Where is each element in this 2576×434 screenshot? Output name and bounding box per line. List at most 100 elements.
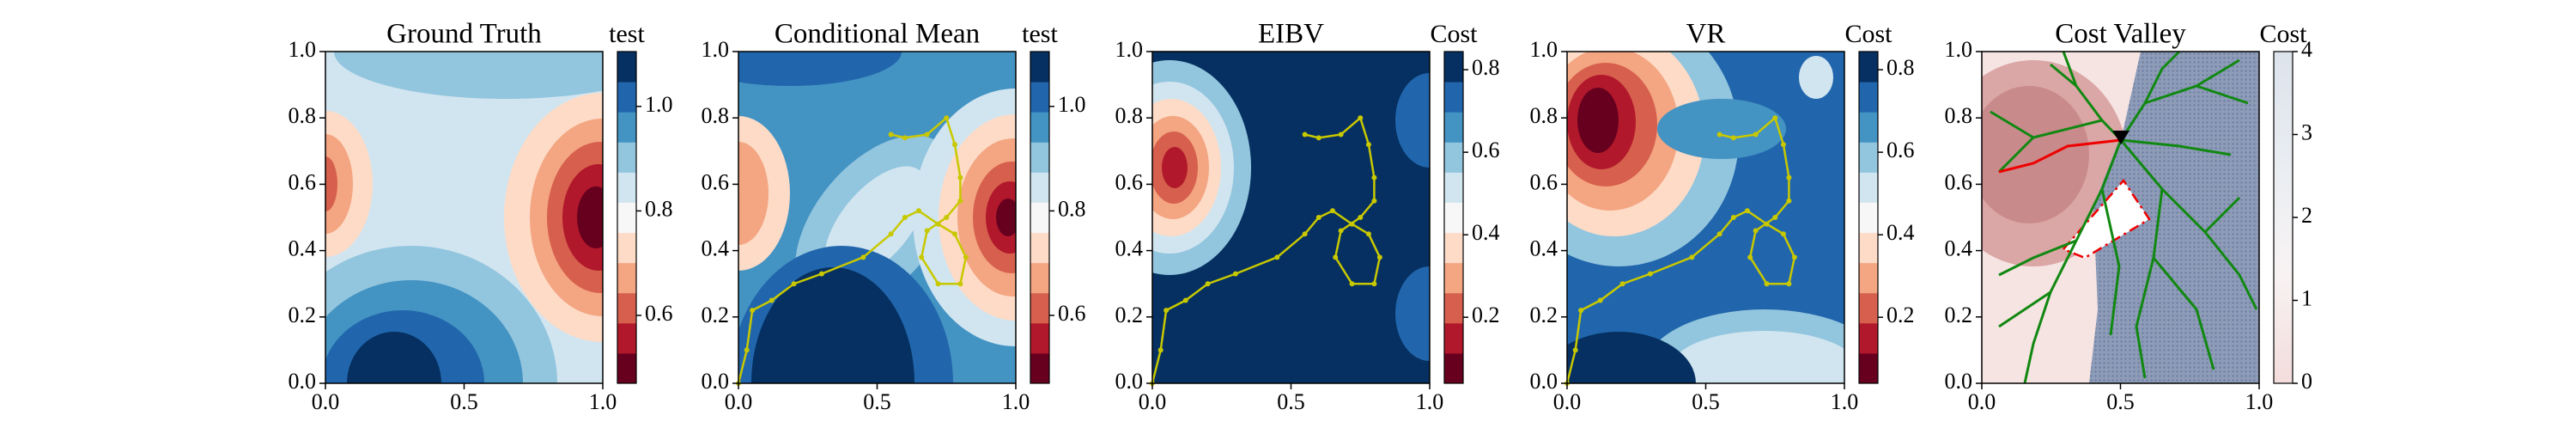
trajectory-point <box>1182 297 1188 303</box>
colorbar-band <box>1030 52 1049 83</box>
colorbar-band <box>617 142 636 173</box>
trajectory-point <box>1619 281 1625 287</box>
y-tick-label: 0.6 <box>1530 169 1558 194</box>
colorbar-band <box>1859 82 1878 113</box>
y-tick-label: 0.0 <box>702 369 730 394</box>
colorbar-frame <box>617 51 637 384</box>
colorbar-band <box>1444 112 1463 143</box>
colorbar-band <box>1444 202 1463 234</box>
trajectory-point <box>1716 231 1722 237</box>
colorbar-band <box>1444 232 1463 264</box>
colorbar-label: Cost <box>2259 20 2307 48</box>
y-tick-label: 0.8 <box>702 103 730 128</box>
y-tick-label: 1.0 <box>1945 37 1973 62</box>
trajectory-point <box>919 254 925 260</box>
colorbar-band <box>1030 322 1049 354</box>
trajectory-point <box>944 215 950 220</box>
colorbar-band <box>1030 262 1049 294</box>
x-tick-label: 1.0 <box>589 389 617 414</box>
y-tick-label: 0.4 <box>1945 236 1973 261</box>
colorbar-band <box>1030 172 1049 203</box>
y-tick-label: 0.6 <box>1945 169 1973 194</box>
y-tick-label: 0.6 <box>1115 169 1144 194</box>
trajectory-point <box>1302 231 1308 237</box>
colorbar-tick-label: 0.6 <box>1472 138 1500 162</box>
panel-title: Conditional Mean <box>775 19 980 50</box>
trajectory-point <box>1315 135 1321 141</box>
colorbar-band <box>1444 292 1463 324</box>
colorbar-band <box>1030 232 1049 264</box>
y-tick-label: 0.2 <box>1115 303 1144 327</box>
colorbar-band <box>1859 292 1878 324</box>
panel-title: Ground Truth <box>386 19 542 50</box>
colorbar-band <box>617 172 636 203</box>
trajectory-point <box>1329 208 1335 214</box>
field <box>1982 52 2259 383</box>
trajectory-point <box>935 281 941 287</box>
colorbar-band <box>617 292 636 324</box>
trajectory-point <box>791 281 797 287</box>
y-tick-label: 0.2 <box>1945 303 1973 327</box>
trajectory-point <box>1376 254 1382 260</box>
trajectory-point <box>1744 208 1750 214</box>
colorbar-tick-label: 0.4 <box>1472 220 1500 245</box>
trajectory-point <box>769 297 775 303</box>
colorbar-tick-label: 1.0 <box>1058 92 1086 117</box>
y-tick-label: 0.4 <box>1115 236 1144 261</box>
panel-title: Cost Valley <box>2055 19 2186 50</box>
field <box>1567 52 1844 383</box>
colorbar-band <box>617 82 636 113</box>
colorbar-frame <box>1858 51 1879 384</box>
trajectory-point <box>951 142 957 148</box>
trajectory-point <box>1358 115 1364 121</box>
colorbar-band <box>617 52 636 83</box>
trajectory-point <box>957 198 963 204</box>
trajectory-point <box>1730 135 1736 141</box>
y-tick-label: 0.2 <box>1530 303 1558 327</box>
trajectory-point <box>1572 347 1578 353</box>
trajectory-point <box>1333 254 1339 260</box>
colorbar-band <box>1444 322 1463 354</box>
y-tick-label: 0.2 <box>289 303 317 327</box>
x-tick-label: 0.0 <box>725 389 753 414</box>
colorbar-tick-label: 4 <box>2301 37 2312 62</box>
colorbar-tick-label: 0.2 <box>1472 303 1500 327</box>
y-tick-label: 0.2 <box>702 303 730 327</box>
x-tick-label: 0.5 <box>2106 389 2135 414</box>
trajectory-point <box>1371 198 1377 204</box>
y-tick-label: 0.8 <box>1530 103 1558 128</box>
colorbar-band <box>1859 232 1878 264</box>
y-tick-label: 0.0 <box>1530 369 1558 394</box>
colorbar-band <box>1859 352 1878 384</box>
colorbar-band <box>1859 142 1878 173</box>
y-tick-label: 0.8 <box>1115 103 1144 128</box>
trajectory-point <box>1772 115 1778 121</box>
trajectory-point <box>1786 198 1792 204</box>
colorbar-band <box>1859 322 1878 354</box>
trajectory-point <box>818 271 824 277</box>
y-tick-label: 0.6 <box>702 169 730 194</box>
trajectory-point <box>1338 131 1344 138</box>
trajectory-point <box>1753 131 1759 138</box>
x-tick-label: 0.5 <box>1277 389 1305 414</box>
x-tick-label: 0.0 <box>1139 389 1167 414</box>
x-tick-label: 1.0 <box>1002 389 1030 414</box>
colorbar-tick-label: 0.4 <box>1886 220 1915 245</box>
trajectory-point <box>924 228 930 234</box>
colorbar-band <box>617 202 636 234</box>
y-tick-label: 0.0 <box>1945 369 1973 394</box>
trajectory-point <box>1647 271 1653 277</box>
colorbar-tick-label: 3 <box>2301 119 2312 144</box>
trajectory-point <box>1274 254 1280 260</box>
colorbar-tick-label: 0.8 <box>645 196 673 221</box>
colorbar-label: test <box>1022 20 1058 48</box>
trajectory-point <box>1163 308 1170 314</box>
colorbar-tick-label: 0.8 <box>1058 196 1086 221</box>
trajectory-point <box>1349 281 1355 287</box>
colorbar-band <box>1030 292 1049 324</box>
trajectory-point <box>1578 308 1584 314</box>
colorbar-tick-label: 1 <box>2301 285 2312 310</box>
trajectory-point <box>902 215 908 220</box>
trajectory-point <box>1597 297 1603 303</box>
